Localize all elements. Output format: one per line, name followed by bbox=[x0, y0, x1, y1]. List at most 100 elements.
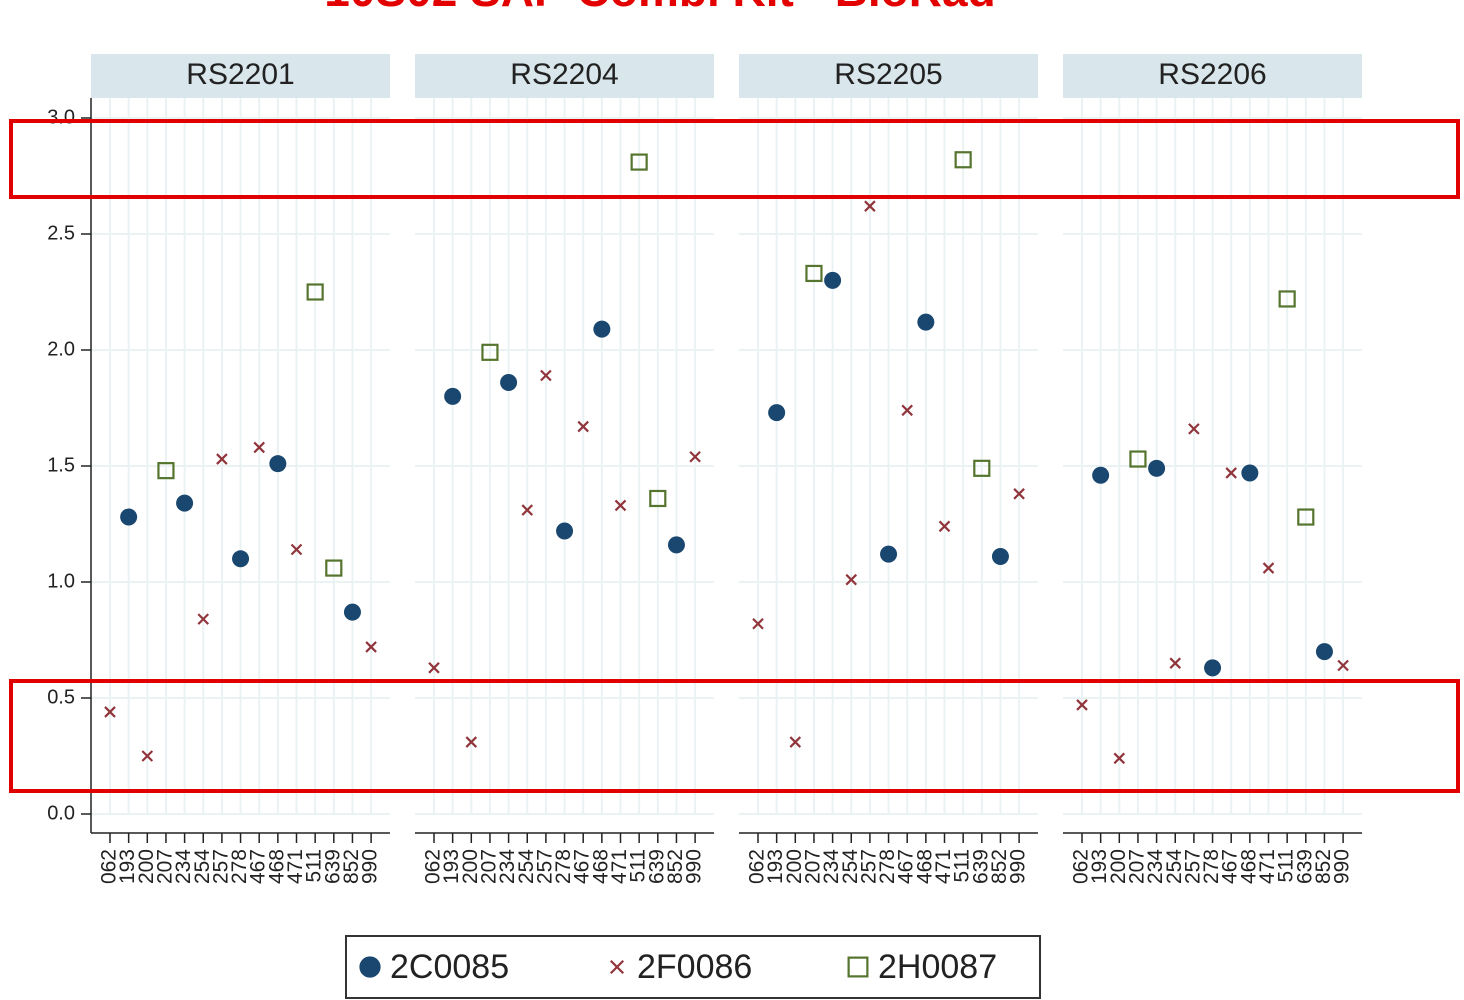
x-tick-label: 200 bbox=[1107, 849, 1130, 884]
x-tick-label: 254 bbox=[191, 849, 214, 884]
point bbox=[901, 404, 913, 417]
point bbox=[1188, 423, 1200, 435]
x-tick-label: 852 bbox=[340, 849, 363, 884]
point bbox=[614, 499, 627, 512]
point bbox=[991, 547, 1009, 565]
x-tick-label: 254 bbox=[839, 849, 862, 884]
point bbox=[1129, 450, 1147, 468]
x-tick-label: 234 bbox=[172, 849, 195, 884]
y-tick-label: 2.5 bbox=[47, 222, 75, 244]
x-tick-label: 062 bbox=[422, 849, 445, 884]
x-tick-label: 990 bbox=[1007, 849, 1030, 884]
x-tick-label: 254 bbox=[1163, 849, 1186, 884]
x-tick-label: 990 bbox=[1331, 849, 1354, 884]
point bbox=[847, 956, 869, 978]
x-tick-label: 467 bbox=[571, 849, 594, 884]
point bbox=[609, 959, 625, 975]
point bbox=[577, 420, 589, 433]
x-tick-label: 852 bbox=[664, 849, 687, 884]
point bbox=[1148, 459, 1166, 477]
x-tick-label: 852 bbox=[1312, 849, 1335, 884]
point bbox=[540, 369, 552, 382]
y-tick-label: 1.5 bbox=[47, 454, 75, 476]
x-tick-label: 193 bbox=[764, 849, 787, 884]
x-tick-label: 468 bbox=[913, 849, 936, 884]
x-tick-label: 234 bbox=[1144, 849, 1167, 884]
x-tick-label: 511 bbox=[951, 849, 974, 882]
x-tick-label: 468 bbox=[1237, 849, 1260, 884]
x-tick-label: 639 bbox=[645, 849, 668, 884]
x-tick-label: 471 bbox=[608, 849, 631, 884]
x-tick-label: 278 bbox=[228, 849, 251, 884]
panel-strip bbox=[415, 54, 714, 98]
x-tick-label: 257 bbox=[209, 849, 232, 884]
highlight-box bbox=[9, 119, 1460, 199]
panel-title: RS2201 bbox=[186, 58, 294, 91]
x-tick-label: 207 bbox=[801, 849, 824, 884]
point bbox=[1315, 643, 1333, 661]
point bbox=[630, 153, 648, 171]
x-tick-label: 257 bbox=[533, 849, 556, 884]
x-tick-label: 062 bbox=[98, 849, 121, 884]
panel-title: RS2204 bbox=[510, 58, 618, 91]
x-tick-label: 467 bbox=[247, 849, 270, 884]
y-tick-label: 2.0 bbox=[47, 338, 75, 360]
x-tick-label: 278 bbox=[552, 849, 575, 884]
panel-strip bbox=[739, 54, 1038, 98]
point bbox=[444, 387, 462, 405]
point bbox=[1262, 562, 1275, 574]
point bbox=[973, 459, 991, 477]
x-tick-label: 471 bbox=[932, 849, 955, 884]
x-tick-label: 200 bbox=[783, 849, 806, 884]
point bbox=[917, 313, 935, 331]
point bbox=[325, 559, 343, 577]
point bbox=[1225, 467, 1237, 479]
point bbox=[954, 151, 972, 169]
x-tick-label: 990 bbox=[683, 849, 706, 884]
point bbox=[521, 504, 534, 516]
point bbox=[120, 508, 138, 526]
point bbox=[500, 373, 518, 391]
x-tick-label: 062 bbox=[746, 849, 769, 884]
point bbox=[1337, 659, 1349, 672]
point bbox=[1278, 290, 1296, 308]
y-tick-label: 1.0 bbox=[47, 570, 75, 592]
legend-label: 2C0085 bbox=[390, 948, 509, 986]
point bbox=[465, 736, 478, 748]
x-tick-label: 278 bbox=[1200, 849, 1223, 884]
point bbox=[359, 956, 381, 978]
point bbox=[864, 200, 876, 212]
point bbox=[104, 706, 116, 718]
x-tick-label: 234 bbox=[820, 849, 843, 884]
point bbox=[216, 453, 228, 465]
x-tick-label: 852 bbox=[988, 849, 1011, 884]
point bbox=[1013, 488, 1025, 500]
x-tick-label: 200 bbox=[135, 849, 158, 884]
x-tick-label: 193 bbox=[116, 849, 139, 884]
point bbox=[1092, 466, 1110, 484]
x-tick-label: 468 bbox=[265, 849, 288, 884]
x-tick-label: 193 bbox=[440, 849, 463, 884]
point bbox=[428, 662, 440, 674]
x-tick-label: 234 bbox=[496, 849, 519, 884]
y-tick-label: 0.5 bbox=[47, 686, 75, 708]
point bbox=[824, 271, 842, 289]
x-tick-label: 207 bbox=[1125, 849, 1148, 884]
panel-strip bbox=[1063, 54, 1362, 98]
legend-label: 2F0086 bbox=[637, 948, 752, 986]
point bbox=[253, 441, 265, 454]
x-tick-label: 639 bbox=[1293, 849, 1316, 884]
y-tick-label: 3.0 bbox=[47, 106, 75, 128]
x-tick-label: 193 bbox=[1088, 849, 1111, 884]
x-tick-label: 471 bbox=[1256, 849, 1279, 884]
point bbox=[1297, 508, 1315, 526]
point bbox=[752, 617, 764, 630]
point bbox=[556, 522, 574, 540]
point bbox=[667, 536, 685, 554]
x-tick-label: 278 bbox=[876, 849, 899, 884]
point bbox=[1113, 752, 1126, 765]
x-tick-label: 511 bbox=[627, 849, 650, 882]
y-tick-label: 0.0 bbox=[47, 802, 75, 824]
point bbox=[269, 455, 287, 473]
